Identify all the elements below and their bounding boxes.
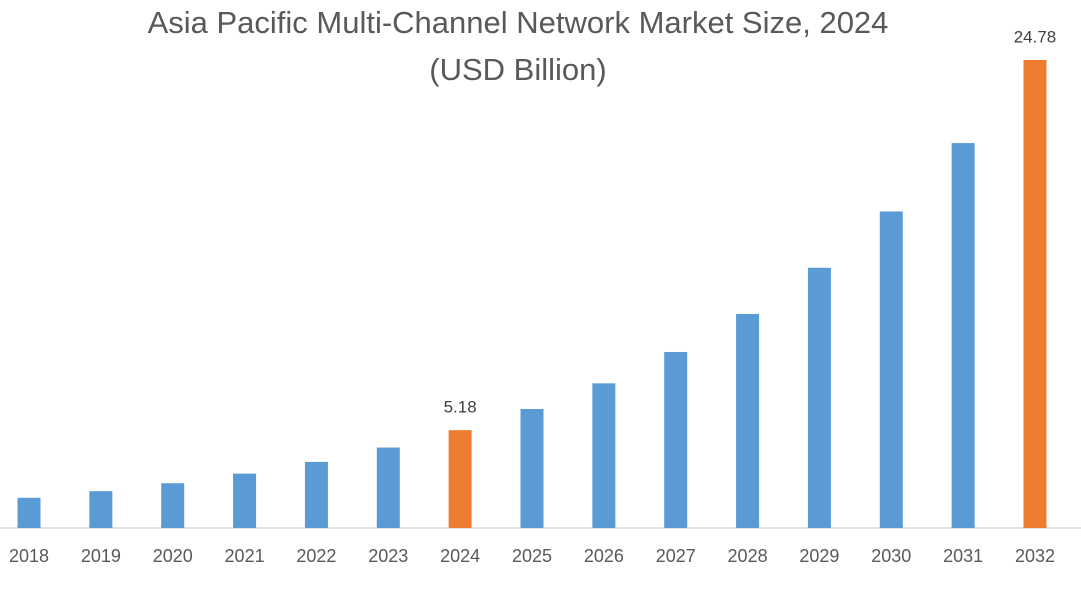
bar — [592, 383, 616, 528]
x-tick-label: 2024 — [440, 546, 480, 566]
x-tick-label: 2025 — [512, 546, 552, 566]
x-tick-label: 2030 — [871, 546, 911, 566]
bar — [233, 473, 257, 528]
x-tick-label: 2021 — [225, 546, 265, 566]
x-tick-label: 2031 — [943, 546, 983, 566]
bar — [376, 447, 400, 528]
bar — [161, 483, 185, 528]
x-tick-label: 2020 — [153, 546, 193, 566]
bar — [664, 351, 688, 528]
x-tick-label: 2019 — [81, 546, 121, 566]
x-tick-label: 2026 — [584, 546, 624, 566]
x-tick-label: 2029 — [799, 546, 839, 566]
bar — [736, 314, 760, 528]
chart-subtitle: (USD Billion) — [429, 52, 606, 87]
data-label: 5.18 — [444, 398, 477, 417]
bar — [89, 491, 113, 528]
x-tick-label: 2028 — [728, 546, 768, 566]
data-label: 24.78 — [1014, 27, 1057, 46]
bar — [807, 267, 831, 528]
bar — [879, 211, 903, 528]
x-tick-label: 2022 — [296, 546, 336, 566]
x-tick-label: 2027 — [656, 546, 696, 566]
bar — [17, 497, 41, 528]
chart-title: Asia Pacific Multi-Channel Network Marke… — [148, 5, 889, 40]
bar — [448, 430, 472, 528]
bar — [304, 461, 328, 528]
x-tick-label: 2023 — [368, 546, 408, 566]
bar — [951, 143, 975, 528]
x-tick-label: 2018 — [9, 546, 49, 566]
bar — [520, 409, 544, 528]
x-tick-label: 2032 — [1015, 546, 1055, 566]
bar — [1023, 60, 1047, 528]
